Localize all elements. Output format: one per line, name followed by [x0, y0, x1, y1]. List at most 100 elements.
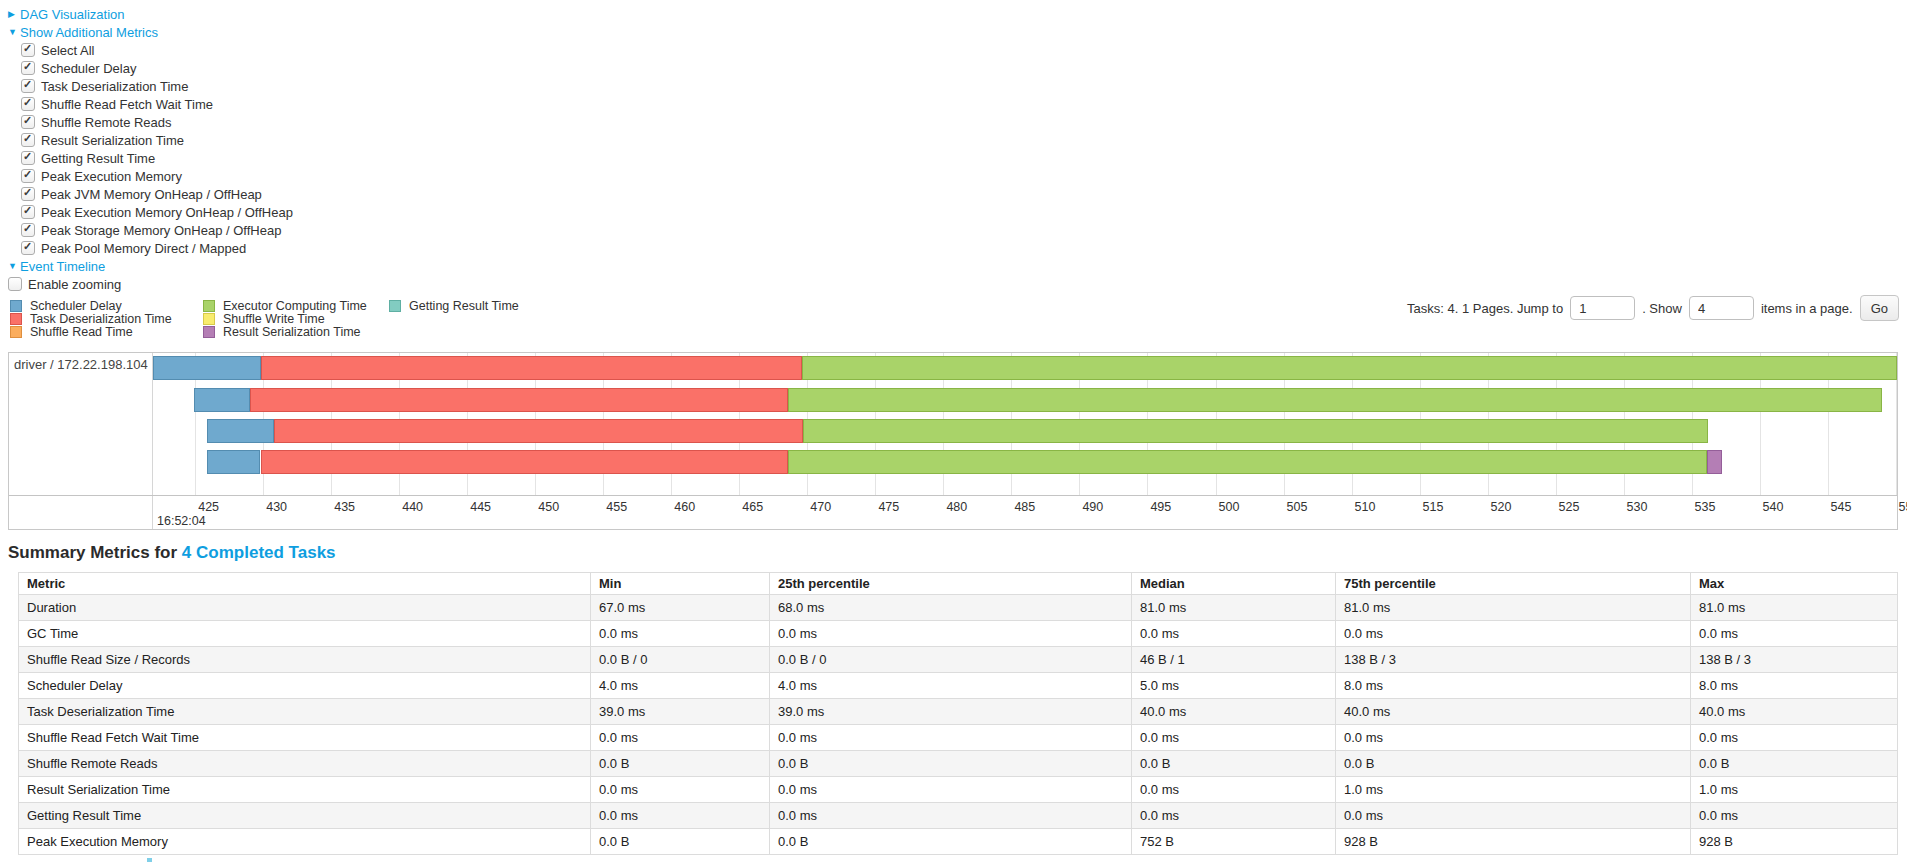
metric-value-cell: 1.0 ms	[1336, 777, 1691, 803]
go-button[interactable]: Go	[1860, 295, 1899, 321]
metric-checkbox-row[interactable]: Shuffle Remote Reads	[21, 113, 293, 131]
summary-metrics-table: MetricMin25th percentileMedian75th perce…	[18, 572, 1898, 855]
legend-swatch-icon	[10, 326, 22, 338]
jump-to-page-input[interactable]	[1570, 296, 1635, 320]
event-timeline-toggle[interactable]: ▼ Event Timeline	[8, 257, 293, 275]
task-bar-segment-task_deserialization[interactable]	[274, 419, 803, 443]
checkbox-checked-icon[interactable]	[21, 133, 35, 147]
task-bar-segment-scheduler_delay[interactable]	[153, 356, 261, 380]
metric-value-cell: 46 B / 1	[1132, 647, 1336, 673]
metric-checkbox-row[interactable]: Scheduler Delay	[21, 59, 293, 77]
metric-checkbox-row[interactable]: Peak Execution Memory OnHeap / OffHeap	[21, 203, 293, 221]
stage-controls-tree: ▶ DAG Visualization ▼ Show Additional Me…	[8, 5, 293, 293]
dag-visualization-link[interactable]: DAG Visualization	[20, 7, 125, 22]
legend-item-scheduler_delay: Scheduler Delay	[10, 299, 203, 312]
checkbox-checked-icon[interactable]	[21, 61, 35, 75]
axis-tick-label: 480	[946, 500, 967, 514]
metric-value-cell: 928 B	[1336, 829, 1691, 855]
metric-checkbox-row[interactable]: Getting Result Time	[21, 149, 293, 167]
task-bar-segment-task_deserialization[interactable]	[261, 356, 802, 380]
checkbox-checked-icon[interactable]	[21, 169, 35, 183]
clipped-next-section	[147, 858, 152, 862]
items-per-page-input[interactable]	[1689, 296, 1754, 320]
timeline-legend: Scheduler DelayTask Deserialization Time…	[10, 299, 519, 339]
checkbox-checked-icon[interactable]	[21, 151, 35, 165]
metric-value-cell: 0.0 ms	[770, 777, 1132, 803]
pager-show-text: . Show	[1642, 301, 1682, 316]
checkbox-checked-icon[interactable]	[21, 115, 35, 129]
task-bar-segment-scheduler_delay[interactable]	[194, 388, 250, 412]
checkbox-checked-icon[interactable]	[21, 97, 35, 111]
metric-checkbox-label: Task Deserialization Time	[41, 79, 188, 94]
metric-value-cell: 0.0 ms	[770, 621, 1132, 647]
metric-value-cell: 0.0 ms	[1336, 725, 1691, 751]
metric-checkbox-row[interactable]: Result Serialization Time	[21, 131, 293, 149]
metric-checkbox-row[interactable]: Peak Storage Memory OnHeap / OffHeap	[21, 221, 293, 239]
enable-zooming-row[interactable]: Enable zooming	[8, 275, 293, 293]
metric-value-cell: 4.0 ms	[770, 673, 1132, 699]
axis-tick-label: 525	[1559, 500, 1580, 514]
task-bar-segment-result_serialization[interactable]	[1707, 450, 1722, 474]
task-bar-segment-executor_computing[interactable]	[788, 450, 1706, 474]
task-bar-segment-scheduler_delay[interactable]	[207, 450, 260, 474]
task-bar-segment-executor_computing[interactable]	[802, 356, 1897, 380]
metric-value-cell: 81.0 ms	[1132, 595, 1336, 621]
metric-checkbox-row[interactable]: Peak Pool Memory Direct / Mapped	[21, 239, 293, 257]
pager-items-text: items in a page.	[1761, 301, 1853, 316]
metric-name-cell: Shuffle Read Size / Records	[19, 647, 591, 673]
metric-value-cell: 0.0 B	[770, 829, 1132, 855]
triangle-down-icon: ▼	[8, 261, 20, 271]
metric-checkbox-row[interactable]: Shuffle Read Fetch Wait Time	[21, 95, 293, 113]
checkbox-checked-icon[interactable]	[21, 79, 35, 93]
checkbox-checked-icon[interactable]	[21, 223, 35, 237]
metric-value-cell: 752 B	[1132, 829, 1336, 855]
event-timeline-link[interactable]: Event Timeline	[20, 259, 105, 274]
metric-value-cell: 0.0 B / 0	[770, 647, 1132, 673]
metric-value-cell: 0.0 ms	[1691, 621, 1898, 647]
legend-column: Getting Result Time	[389, 299, 519, 339]
metric-value-cell: 39.0 ms	[591, 699, 770, 725]
completed-tasks-link[interactable]: 4 Completed Tasks	[182, 543, 336, 562]
table-row: Shuffle Read Size / Records0.0 B / 00.0 …	[19, 647, 1898, 673]
checkbox-checked-icon[interactable]	[21, 187, 35, 201]
show-additional-metrics-link[interactable]: Show Additional Metrics	[20, 25, 158, 40]
metric-checkbox-row[interactable]: Select All	[21, 41, 293, 59]
legend-label: Shuffle Read Time	[30, 325, 133, 339]
checkbox-checked-icon[interactable]	[21, 205, 35, 219]
metric-name-cell: GC Time	[19, 621, 591, 647]
task-bar-segment-task_deserialization[interactable]	[261, 450, 789, 474]
checkbox-checked-icon[interactable]	[21, 241, 35, 255]
metric-value-cell: 928 B	[1691, 829, 1898, 855]
metric-value-cell: 0.0 ms	[1691, 725, 1898, 751]
task-bar-segment-executor_computing[interactable]	[788, 388, 1882, 412]
axis-tick-label: 550	[1899, 500, 1907, 514]
axis-tick-label: 510	[1355, 500, 1376, 514]
task-bar-segment-task_deserialization[interactable]	[250, 388, 789, 412]
dag-visualization-toggle[interactable]: ▶ DAG Visualization	[8, 5, 293, 23]
metric-checkbox-row[interactable]: Peak Execution Memory	[21, 167, 293, 185]
metric-checkbox-row[interactable]: Task Deserialization Time	[21, 77, 293, 95]
checkbox-unchecked-icon[interactable]	[8, 277, 22, 291]
table-row: Task Deserialization Time39.0 ms39.0 ms4…	[19, 699, 1898, 725]
table-row: Duration67.0 ms68.0 ms81.0 ms81.0 ms81.0…	[19, 595, 1898, 621]
axis-tick-label: 505	[1287, 500, 1308, 514]
legend-swatch-icon	[203, 313, 215, 325]
task-bar-segment-scheduler_delay[interactable]	[207, 419, 274, 443]
axis-tick-label: 425	[198, 500, 219, 514]
metric-value-cell: 0.0 B	[591, 751, 770, 777]
metric-value-cell: 1.0 ms	[1691, 777, 1898, 803]
show-additional-metrics-toggle[interactable]: ▼ Show Additional Metrics	[8, 23, 293, 41]
table-column-header: Median	[1132, 573, 1336, 595]
legend-item-shuffle_read: Shuffle Read Time	[10, 326, 203, 339]
metric-checkbox-label: Peak JVM Memory OnHeap / OffHeap	[41, 187, 262, 202]
metric-checkbox-row[interactable]: Peak JVM Memory OnHeap / OffHeap	[21, 185, 293, 203]
task-bar-segment-executor_computing[interactable]	[803, 419, 1708, 443]
table-row: Getting Result Time0.0 ms0.0 ms0.0 ms0.0…	[19, 803, 1898, 829]
legend-item-result_serialization: Result Serialization Time	[203, 326, 389, 339]
checkbox-checked-icon[interactable]	[21, 43, 35, 57]
table-row: Peak Execution Memory0.0 B0.0 B752 B928 …	[19, 829, 1898, 855]
metric-name-cell: Result Serialization Time	[19, 777, 591, 803]
axis-tick-label: 540	[1763, 500, 1784, 514]
metric-value-cell: 0.0 ms	[1132, 621, 1336, 647]
axis-tick-label: 545	[1831, 500, 1852, 514]
